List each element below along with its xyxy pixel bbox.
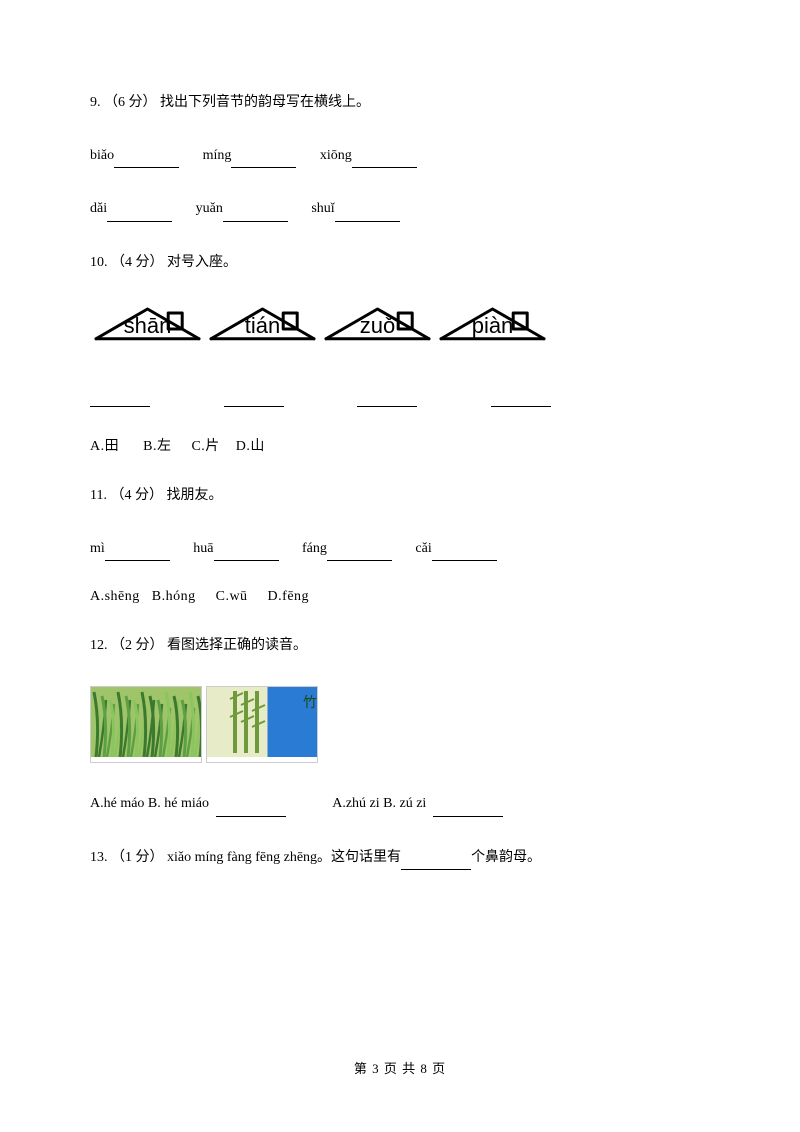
page-footer: 第 3 页 共 8 页: [0, 1058, 800, 1077]
q11-row: mì huā fáng cǎi: [90, 536, 710, 561]
blank[interactable]: [114, 152, 179, 168]
blank[interactable]: [214, 545, 279, 561]
q13-prompt: 13. （1 分） xiǎo míng fàng fēng zhēng。这句话里…: [90, 845, 710, 870]
q9-row1: biǎo míng xiōng: [90, 143, 710, 168]
q12-line: A.hé máo B. hé miáo A.zhú zi B. zú zi: [90, 791, 710, 816]
q9-r2-b: yuǎn: [196, 201, 223, 216]
q10-houses: shān tián zuǒ piàn: [90, 303, 710, 373]
q10-choices: A.田 B.左 C.片 D.山: [90, 435, 710, 455]
blank[interactable]: [216, 801, 286, 817]
blank[interactable]: [357, 391, 417, 407]
q11-d: cǎi: [415, 541, 431, 556]
q12-images: 竹: [90, 686, 710, 763]
q9-r2-a: dǎi: [90, 201, 107, 216]
blank[interactable]: [432, 545, 497, 561]
q13-b: 个鼻韵母。: [471, 850, 541, 865]
q9-row2: dǎi yuǎn shuǐ: [90, 196, 710, 221]
house-icon: piàn: [435, 303, 550, 373]
blank[interactable]: [105, 545, 170, 561]
q12-choice-a: A.hé máo B. hé miáo: [90, 796, 209, 811]
blank[interactable]: [107, 206, 172, 222]
house-icon: zuǒ: [320, 303, 435, 373]
q11-a: mì: [90, 541, 105, 556]
q9-r1-a: biǎo: [90, 148, 114, 163]
blank[interactable]: [433, 801, 503, 817]
blank[interactable]: [352, 152, 417, 168]
q13-a: 13. （1 分） xiǎo míng fàng fēng zhēng。这句话里…: [90, 850, 401, 865]
house-icon: shān: [90, 303, 205, 373]
q12-img-bamboo: 竹: [206, 686, 318, 763]
q10-prompt: 10. （4 分） 对号入座。: [90, 250, 710, 275]
blank[interactable]: [335, 206, 400, 222]
blank[interactable]: [327, 545, 392, 561]
q12-choice-b: A.zhú zi B. zú zi: [332, 796, 426, 811]
blank[interactable]: [401, 854, 471, 870]
svg-text:zuǒ: zuǒ: [360, 313, 395, 338]
svg-text:shān: shān: [124, 313, 172, 338]
q11-prompt: 11. （4 分） 找朋友。: [90, 483, 710, 508]
q10-blanks: [90, 391, 710, 407]
q9-r1-c: xiōng: [320, 148, 352, 163]
q9-r2-c: shuǐ: [311, 201, 334, 216]
svg-text:piàn: piàn: [472, 313, 514, 338]
q9-prompt: 9. （6 分） 找出下列音节的韵母写在横线上。: [90, 90, 710, 115]
blank[interactable]: [231, 152, 296, 168]
house-icon: tián: [205, 303, 320, 373]
q11-b: huā: [193, 541, 213, 556]
svg-text:tián: tián: [245, 313, 280, 338]
blank[interactable]: [223, 206, 288, 222]
q11-choices: A.shēng B.hóng C.wū D.fēng: [90, 589, 710, 605]
svg-text:竹: 竹: [303, 695, 317, 711]
q11-c: fáng: [302, 541, 327, 556]
blank[interactable]: [224, 391, 284, 407]
blank[interactable]: [90, 391, 150, 407]
q12-img-seedling: [90, 686, 202, 763]
q9-r1-b: míng: [203, 148, 232, 163]
q12-prompt: 12. （2 分） 看图选择正确的读音。: [90, 633, 710, 658]
blank[interactable]: [491, 391, 551, 407]
